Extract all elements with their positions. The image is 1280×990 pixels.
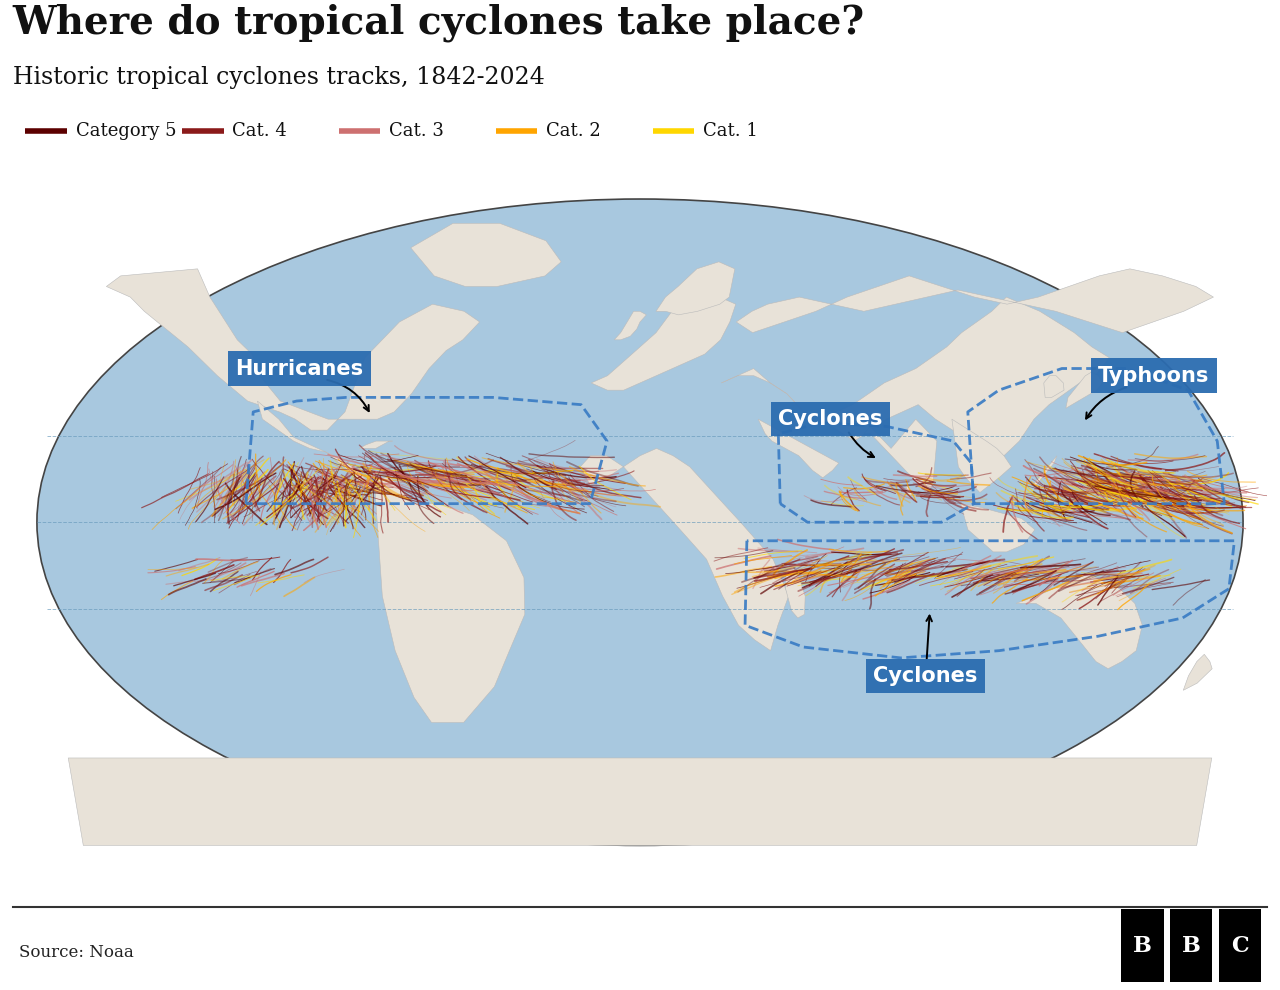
Polygon shape bbox=[655, 261, 735, 315]
Text: B: B bbox=[1133, 935, 1152, 956]
Polygon shape bbox=[106, 269, 480, 430]
Polygon shape bbox=[1033, 455, 1057, 485]
Polygon shape bbox=[786, 566, 805, 618]
Text: Source: Noaa: Source: Noaa bbox=[19, 943, 134, 961]
Polygon shape bbox=[68, 758, 1212, 845]
Text: Historic tropical cyclones tracks, 1842-2024: Historic tropical cyclones tracks, 1842-… bbox=[13, 66, 545, 89]
Text: Cat. 2: Cat. 2 bbox=[545, 122, 600, 141]
Bar bbox=[1121, 909, 1164, 982]
Polygon shape bbox=[411, 224, 561, 286]
Polygon shape bbox=[1016, 574, 1142, 668]
Polygon shape bbox=[758, 419, 838, 478]
Text: C: C bbox=[1231, 935, 1248, 956]
Polygon shape bbox=[360, 442, 393, 448]
Polygon shape bbox=[1043, 376, 1064, 397]
Polygon shape bbox=[864, 419, 937, 493]
Text: Cyclones: Cyclones bbox=[778, 409, 883, 430]
Text: Hurricanes: Hurricanes bbox=[236, 358, 364, 378]
Ellipse shape bbox=[37, 199, 1243, 845]
Text: Category 5: Category 5 bbox=[76, 122, 177, 141]
Polygon shape bbox=[1066, 372, 1102, 408]
Bar bbox=[1219, 909, 1261, 982]
Bar bbox=[1170, 909, 1212, 982]
Polygon shape bbox=[722, 297, 1110, 455]
Polygon shape bbox=[374, 478, 525, 723]
Polygon shape bbox=[257, 401, 374, 489]
Text: Where do tropical cyclones take place?: Where do tropical cyclones take place? bbox=[13, 3, 865, 42]
Text: Cat. 3: Cat. 3 bbox=[389, 122, 444, 141]
Text: Cat. 4: Cat. 4 bbox=[233, 122, 287, 141]
Polygon shape bbox=[952, 419, 1011, 493]
Text: Cat. 1: Cat. 1 bbox=[703, 122, 758, 141]
Polygon shape bbox=[906, 485, 913, 496]
Text: B: B bbox=[1181, 935, 1201, 956]
Polygon shape bbox=[580, 448, 788, 650]
Polygon shape bbox=[1183, 654, 1212, 690]
Polygon shape bbox=[736, 269, 1213, 333]
Polygon shape bbox=[614, 311, 646, 340]
Text: Cyclones: Cyclones bbox=[873, 666, 978, 686]
Polygon shape bbox=[591, 286, 736, 390]
Text: Typhoons: Typhoons bbox=[1098, 365, 1210, 386]
Polygon shape bbox=[960, 504, 1034, 551]
